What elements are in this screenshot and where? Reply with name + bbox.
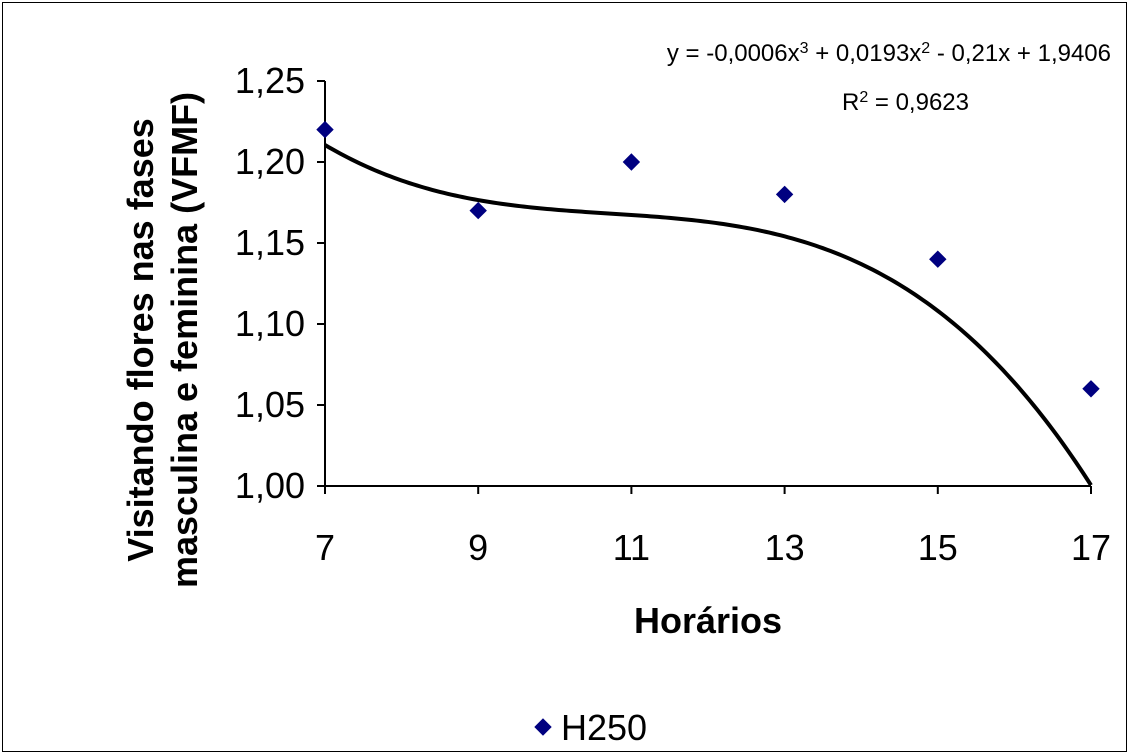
data-point — [622, 153, 641, 171]
x-tick-label: 17 — [1071, 527, 1111, 568]
y-axis-title-line: masculina e feminina (VFMF) — [164, 92, 205, 588]
r-squared-part: = 0,9623 — [868, 89, 969, 116]
y-tick-label: 1,00 — [235, 465, 305, 506]
x-axis-title: Horários — [634, 600, 782, 641]
data-point — [929, 250, 947, 268]
legend-label: H250 — [561, 707, 647, 748]
x-tick-label: 9 — [468, 527, 488, 568]
trendline-group — [323, 143, 1093, 487]
equation-exponent: 3 — [800, 40, 809, 57]
x-tick-label: 11 — [613, 527, 650, 568]
x-tick-label: 15 — [918, 527, 958, 568]
data-point — [316, 120, 334, 139]
equation-part: + 0,0193x — [809, 40, 922, 67]
trendline — [323, 143, 1093, 487]
y-tick-label: 1,20 — [235, 141, 305, 182]
labels-group: 1,00 1,05 1,10 1,15 1,20 1,25 7 9 11 13 15 17 Horári… — [120, 40, 1111, 749]
y-tick-label: 1,25 — [235, 60, 305, 101]
scatter-chart: 1,00 1,05 1,10 1,15 1,20 1,25 7 9 11 13 15 17 Horári… — [120, 40, 1111, 749]
x-tick-label: 7 — [315, 527, 335, 568]
y-axis-title-line: Visitando flores nas fases — [120, 118, 161, 562]
data-point — [775, 185, 794, 204]
y-tick-label: 1,10 — [235, 303, 305, 344]
r-squared-exponent: 2 — [859, 89, 868, 106]
legend-marker — [534, 718, 552, 736]
x-tick-label: 13 — [765, 527, 805, 568]
trendline-equation: y = -0,0006x3 + 0,0193x2 - 0,21x + 1,940… — [667, 40, 1111, 68]
axes-group — [317, 80, 1092, 494]
data-point — [469, 201, 487, 220]
y-tick-label: 1,15 — [235, 222, 305, 263]
data-point — [1082, 380, 1100, 398]
equation-exponent: 2 — [921, 40, 930, 57]
data-points-group — [316, 120, 1100, 398]
r-squared-part: R — [842, 89, 859, 116]
r-squared-label: R2 = 0,9623 — [842, 89, 969, 117]
equation-part: y = -0,0006x — [667, 40, 800, 67]
equation-part: - 0,21x + 1,9406 — [930, 40, 1111, 67]
y-tick-label: 1,05 — [235, 384, 305, 425]
y-axis-title: Visitando flores nas fasesmasculina e fe… — [120, 92, 205, 588]
